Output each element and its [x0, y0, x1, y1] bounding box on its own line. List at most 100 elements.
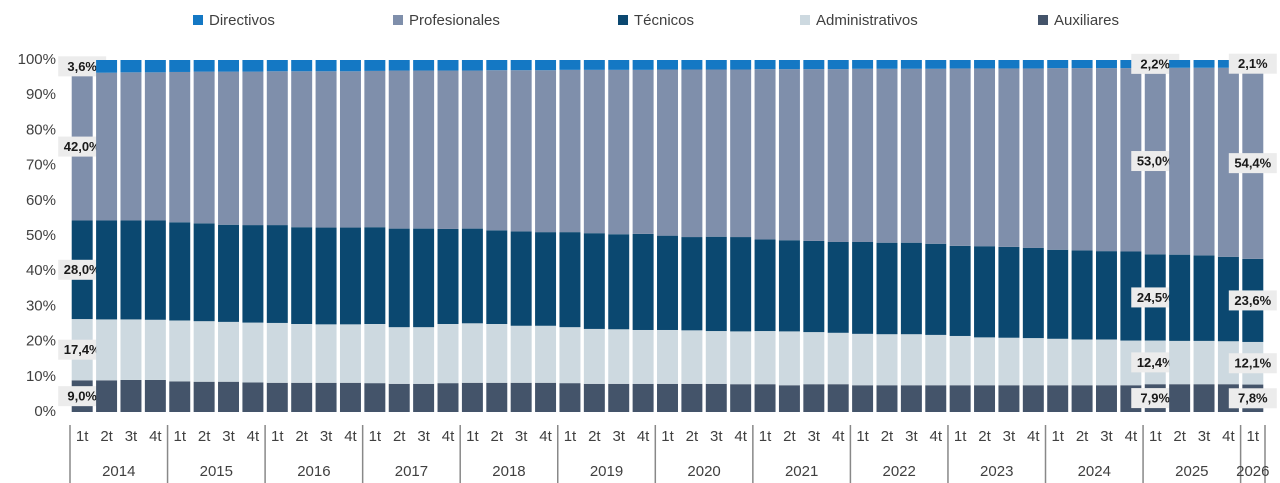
bar-segment — [1120, 340, 1142, 386]
bar-segment — [1193, 255, 1215, 341]
bar-segment — [388, 327, 410, 384]
bar-segment — [242, 225, 264, 323]
y-tick-label: 90% — [26, 86, 56, 103]
bar-segment — [583, 69, 605, 234]
bar-segment — [827, 69, 849, 242]
bar-segment — [169, 222, 191, 321]
bar-segment — [510, 60, 532, 71]
bar-segment — [535, 382, 557, 412]
bar-segment — [852, 385, 874, 412]
bar-segment — [218, 381, 240, 412]
bar-segment — [705, 60, 727, 70]
legend-swatch — [1038, 15, 1048, 25]
x-tick-label: 1t — [1149, 428, 1162, 445]
bar-segment — [778, 331, 800, 386]
data-label: 7,9% — [1140, 391, 1170, 406]
x-tick-label: 3t — [1198, 428, 1211, 445]
bar-segment — [1095, 60, 1117, 69]
bar-segment — [974, 60, 996, 69]
bar-segment — [315, 60, 337, 72]
bar-segment — [1169, 254, 1191, 341]
bar-segment — [754, 239, 776, 332]
bar-segment — [974, 246, 996, 338]
bar-segment — [535, 232, 557, 326]
x-tick-label: 3t — [222, 428, 235, 445]
bar-segment — [96, 380, 118, 412]
bar-segment — [1120, 60, 1142, 69]
bar-segment — [900, 242, 922, 335]
bar-segment — [876, 242, 898, 335]
legend-swatch — [193, 15, 203, 25]
bar-segment — [96, 72, 118, 221]
x-tick-label: 1t — [759, 428, 772, 445]
bar-segment — [998, 337, 1020, 386]
bar-segment — [974, 385, 996, 412]
bar-segment — [1217, 341, 1239, 385]
x-tick-label: 3t — [808, 428, 821, 445]
legend-swatch — [618, 15, 628, 25]
x-tick-label: 4t — [344, 428, 357, 445]
x-tick-label: 1t — [856, 428, 869, 445]
legend-label: Profesionales — [409, 12, 500, 29]
bar-segment — [339, 71, 361, 228]
bar-segment — [1047, 249, 1069, 339]
bar-segment — [949, 60, 971, 69]
bar-segment — [681, 330, 703, 384]
y-tick-label: 70% — [26, 157, 56, 174]
bar-segment — [193, 223, 215, 322]
x-tick-label: 4t — [832, 428, 845, 445]
bar-segment — [998, 246, 1020, 338]
bar-segment — [925, 60, 947, 69]
bar-segment — [730, 237, 752, 332]
bar-segment — [778, 385, 800, 412]
bar-segment — [852, 333, 874, 386]
bar-segment — [413, 228, 435, 328]
bar-segment — [291, 382, 313, 412]
bar-segment — [339, 227, 361, 325]
bar-segment — [535, 60, 557, 71]
bar-segment — [632, 329, 654, 384]
bar-segment — [437, 383, 459, 412]
bar-segment — [364, 227, 386, 324]
bar-segment — [193, 60, 215, 72]
bar-segment — [608, 234, 630, 330]
x-tick-label: 2t — [100, 428, 113, 445]
legend-label: Auxiliares — [1054, 12, 1119, 29]
bar-segment — [1022, 385, 1044, 412]
bar-segment — [218, 224, 240, 322]
bar-segment — [486, 230, 508, 324]
bar-segment — [1022, 68, 1044, 248]
bar-segment — [144, 220, 166, 320]
bar-segment — [193, 381, 215, 412]
bar-segment — [827, 332, 849, 385]
y-tick-label: 100% — [18, 51, 56, 68]
y-tick-label: 20% — [26, 333, 56, 350]
x-tick-label: 4t — [442, 428, 455, 445]
bar-segment — [120, 379, 142, 412]
bar-segment — [242, 60, 264, 72]
bar-segment — [730, 384, 752, 412]
data-label: 2,1% — [1238, 56, 1268, 71]
legend-label: Directivos — [209, 12, 275, 29]
bar-segment — [1217, 256, 1239, 342]
bar-segment — [1193, 60, 1215, 68]
x-tick-label: 1t — [1247, 428, 1260, 445]
x-tick-label: 2t — [881, 428, 894, 445]
x-tick-label: 3t — [417, 428, 430, 445]
bar-segment — [339, 60, 361, 72]
x-group-label: 2018 — [492, 463, 525, 480]
bar-segment — [876, 385, 898, 412]
bar-segment — [1169, 384, 1191, 412]
bar-segment — [291, 60, 313, 72]
bar-segment — [705, 69, 727, 237]
x-group-label: 2017 — [395, 463, 428, 480]
data-label-bg — [1131, 287, 1180, 308]
bar-segment — [96, 220, 118, 320]
bar-segment — [974, 337, 996, 386]
y-tick-label: 30% — [26, 297, 56, 314]
data-label-bg — [1228, 153, 1277, 174]
bar-segment — [1193, 67, 1215, 256]
x-tick-label: 3t — [905, 428, 918, 445]
bar-segment — [876, 68, 898, 243]
x-tick-label: 1t — [369, 428, 382, 445]
